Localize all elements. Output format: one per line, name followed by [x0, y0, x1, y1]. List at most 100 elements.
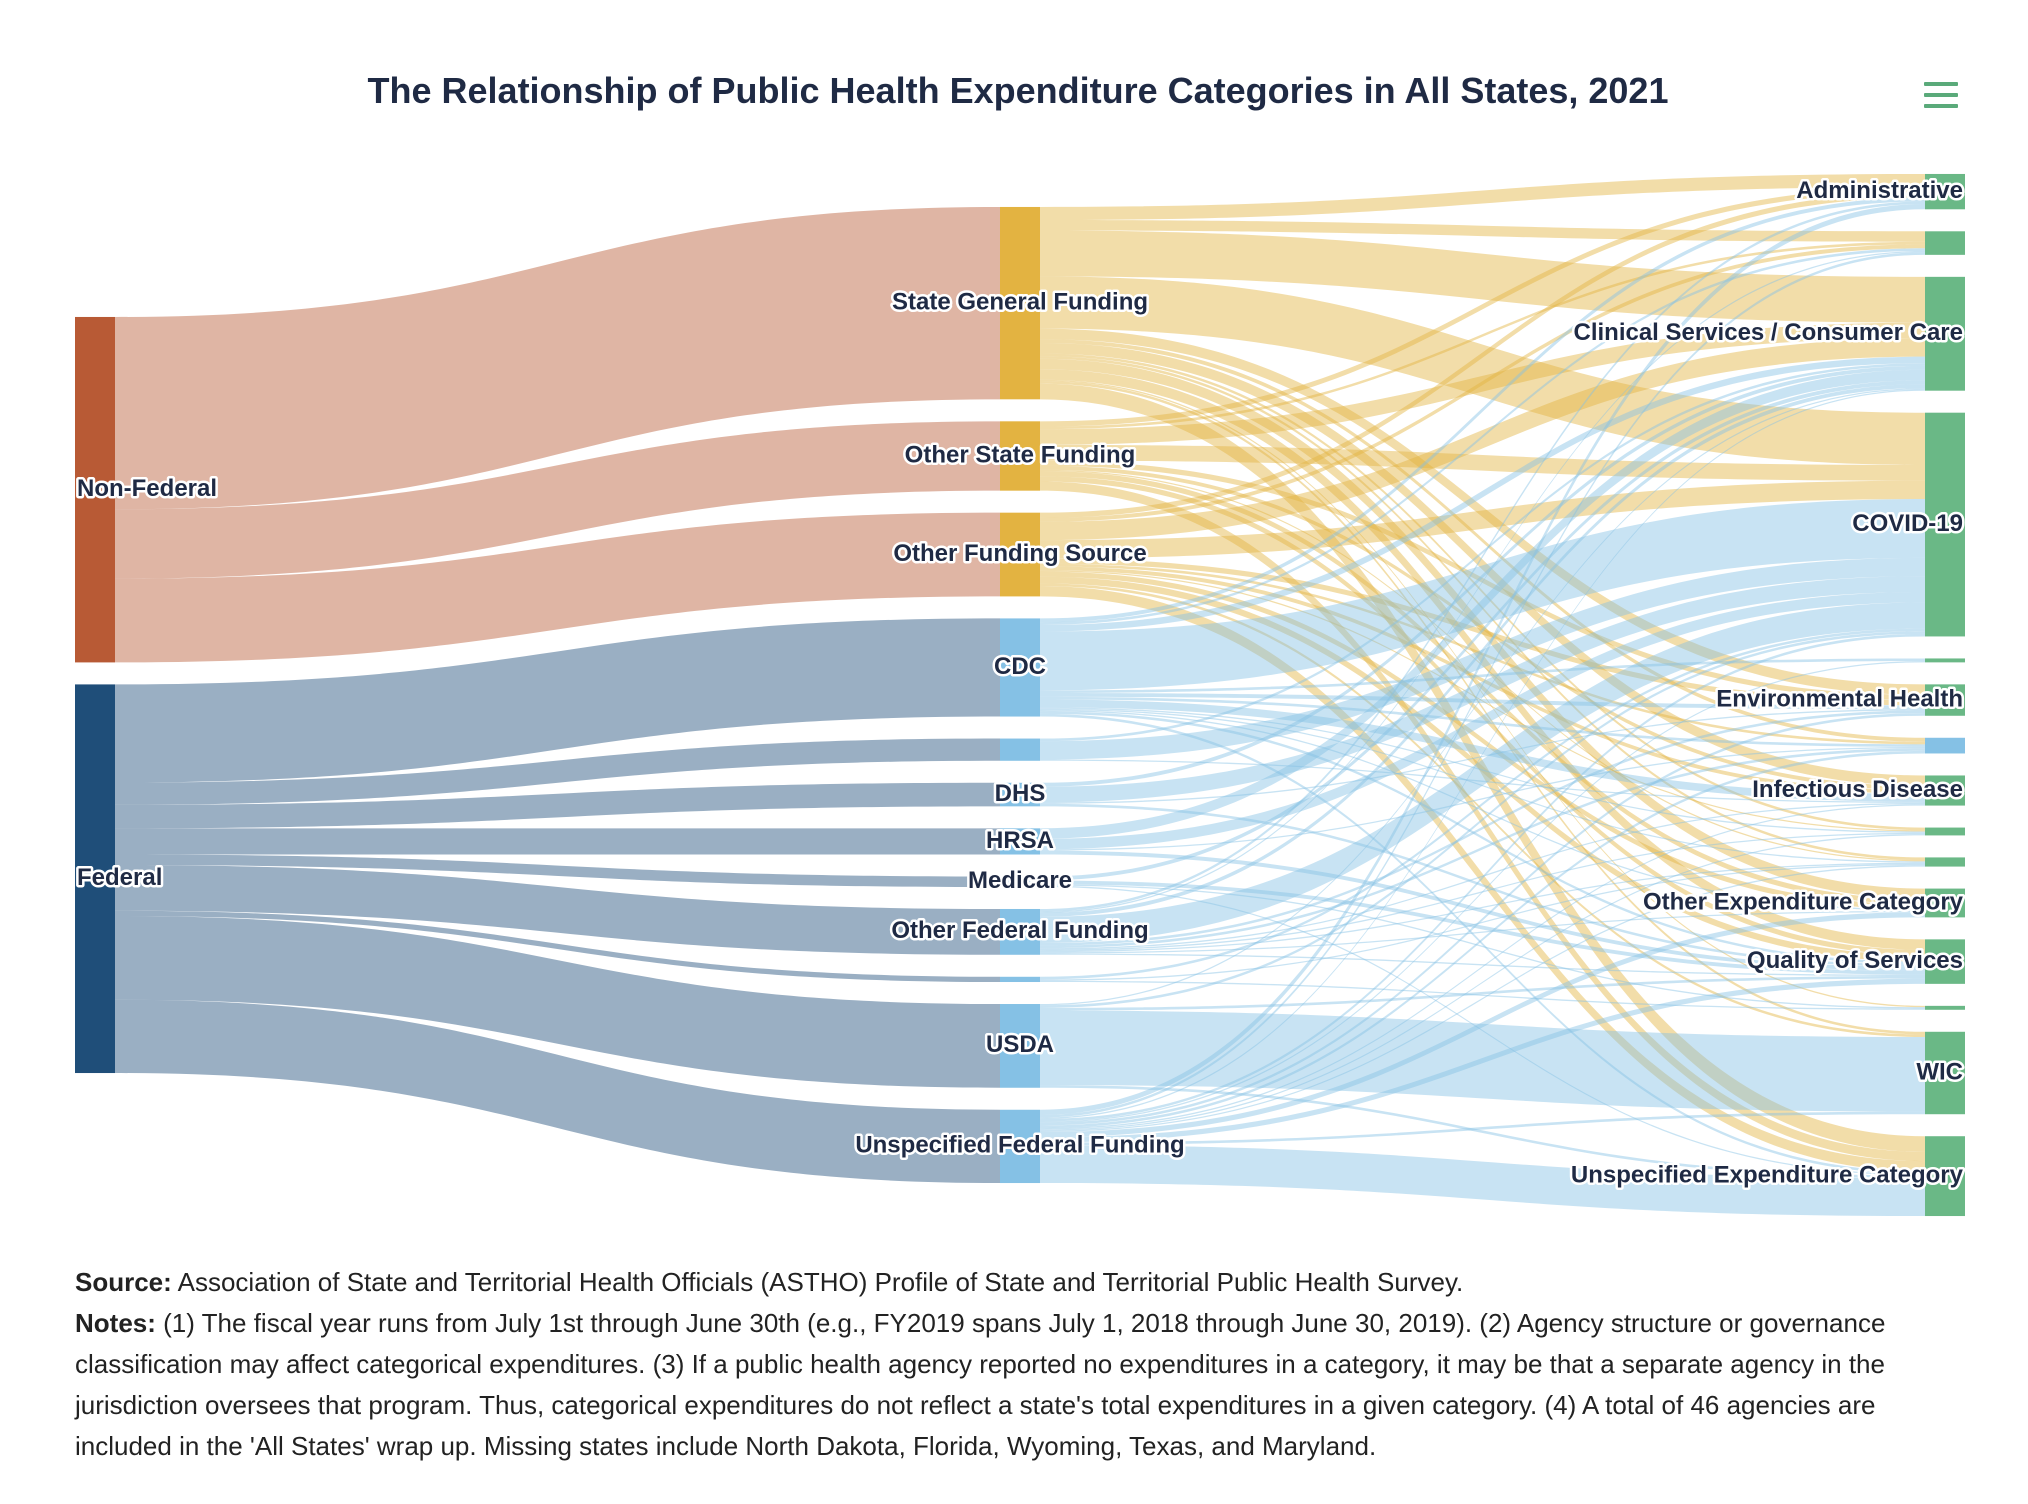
node-label: Unspecified Expenditure Category — [1571, 1161, 1964, 1188]
link — [1040, 711, 1925, 965]
link — [1040, 460, 1925, 701]
link — [1040, 708, 1925, 863]
node-label: Environmental Health — [1716, 685, 1963, 712]
link — [1040, 576, 1925, 803]
link — [1040, 173, 1925, 221]
link — [1040, 192, 1925, 518]
link — [1040, 880, 1925, 975]
link — [1040, 384, 1925, 917]
node — [1000, 782, 1040, 807]
link — [1040, 388, 1925, 1006]
link — [1040, 658, 1925, 693]
link — [1040, 248, 1925, 625]
node — [1925, 173, 1965, 210]
source-label: Source: — [75, 1267, 172, 1297]
link — [1040, 759, 1925, 803]
node-label: Infectious Disease — [1752, 776, 1963, 803]
link — [1040, 220, 1925, 242]
node — [1925, 1136, 1965, 1217]
link — [1040, 692, 1925, 710]
link — [1040, 204, 1925, 1115]
link — [1040, 1111, 1925, 1146]
node — [1925, 775, 1965, 806]
link — [115, 618, 1000, 783]
node — [1000, 206, 1040, 400]
link — [1040, 802, 1925, 950]
link — [1040, 244, 1925, 522]
node — [75, 684, 115, 1074]
link — [1040, 713, 1925, 1175]
link — [1040, 481, 1925, 1162]
link — [1040, 566, 1925, 794]
link — [1040, 633, 1925, 1122]
node — [1925, 827, 1965, 836]
link — [1040, 910, 1925, 954]
menu-button[interactable] — [1924, 82, 1958, 110]
link — [1040, 322, 1925, 445]
link — [1040, 471, 1925, 905]
link — [1040, 699, 1925, 802]
link — [1040, 631, 1925, 1008]
link — [1040, 709, 1925, 804]
node — [1000, 512, 1040, 597]
link — [1040, 380, 1925, 881]
link — [1040, 328, 1925, 695]
link — [1040, 558, 1925, 706]
link — [1040, 563, 1925, 745]
link — [115, 854, 1000, 887]
link — [1040, 976, 1925, 1011]
node — [1000, 876, 1040, 887]
link — [1040, 250, 1925, 913]
node-label: CDC — [994, 653, 1046, 680]
link — [1040, 748, 1925, 949]
link — [1040, 383, 1925, 1152]
node-label: HRSA — [986, 827, 1054, 854]
labels: Non-Federal Federal State General Funding O… — [75, 174, 1967, 1190]
links — [115, 173, 1925, 1217]
link — [1040, 863, 1925, 981]
node — [1925, 1031, 1965, 1115]
link — [1040, 570, 1925, 832]
link — [1040, 803, 1925, 967]
link — [115, 512, 1000, 663]
link — [1040, 499, 1925, 691]
link — [1040, 912, 1925, 1138]
node — [1925, 658, 1965, 663]
nodes — [75, 173, 1965, 1217]
link — [1040, 1145, 1925, 1217]
link — [1040, 358, 1925, 900]
link — [115, 421, 1000, 579]
node — [1000, 738, 1040, 761]
link — [1040, 696, 1925, 747]
link — [1040, 476, 1925, 956]
link — [115, 910, 1000, 983]
link — [1040, 369, 1925, 950]
link — [1040, 339, 1925, 742]
link — [1040, 363, 1925, 742]
link — [1040, 585, 1925, 1172]
link — [115, 206, 1000, 510]
link — [1040, 865, 1925, 1133]
link — [1040, 369, 1925, 839]
link — [1040, 353, 1925, 831]
link — [1040, 661, 1925, 1123]
link — [1040, 850, 1925, 971]
node-label: Federal — [77, 864, 162, 891]
node — [1000, 618, 1040, 717]
link — [1040, 557, 1925, 760]
link — [1040, 707, 1925, 833]
node-label: USDA — [986, 1031, 1054, 1058]
link — [115, 916, 1000, 1088]
link — [1040, 389, 1925, 1119]
node — [1925, 276, 1965, 391]
link — [1040, 885, 1925, 1176]
link — [1040, 832, 1925, 951]
node-label: Unspecified Federal Funding — [855, 1132, 1184, 1159]
node-label: Administrative — [1796, 177, 1963, 204]
node — [1000, 908, 1040, 955]
link — [1040, 480, 1925, 559]
link — [1040, 469, 1925, 862]
node — [1925, 888, 1965, 918]
link — [115, 999, 1000, 1184]
node — [1000, 421, 1040, 491]
